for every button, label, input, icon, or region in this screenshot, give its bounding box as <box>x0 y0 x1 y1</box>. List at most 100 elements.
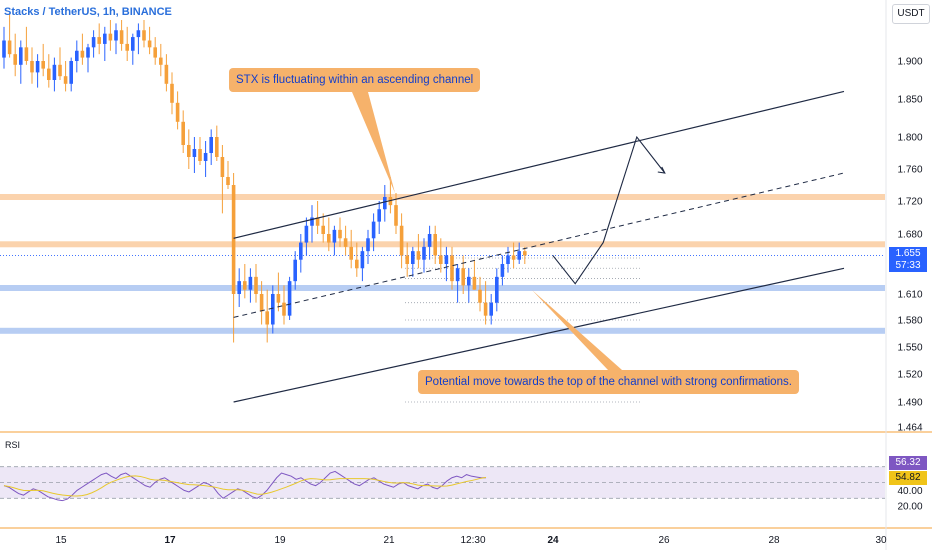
channel-upper-line <box>233 90 845 239</box>
candle-up <box>422 246 426 260</box>
candle-down <box>147 40 152 48</box>
candle-up <box>411 251 415 264</box>
candle-down <box>450 255 454 282</box>
candle-down <box>198 149 202 161</box>
price-tick-label: 1.720 <box>897 197 922 208</box>
price-tick-label: 1.680 <box>897 230 922 241</box>
candle-up <box>248 276 253 290</box>
time-tick-label: 12:30 <box>460 535 485 546</box>
projection-arrowhead <box>657 166 666 174</box>
candle-down <box>254 276 258 294</box>
candle-down <box>63 76 68 84</box>
candle-up <box>192 149 197 157</box>
rsi-ma-line <box>3 475 487 497</box>
rsi-line <box>3 470 486 502</box>
time-tick-label: 26 <box>658 535 670 546</box>
candle-up <box>103 33 107 44</box>
candle-up <box>287 281 292 316</box>
candle-down <box>58 64 62 77</box>
price-zones <box>0 194 885 334</box>
projected-path <box>552 135 666 285</box>
candle-down <box>276 294 281 303</box>
candle-up <box>310 217 314 226</box>
callout-potential-move[interactable]: Potential move towards the top of the ch… <box>418 370 799 394</box>
candle-down <box>47 68 51 80</box>
candle-down <box>259 294 264 312</box>
resistance-zone <box>0 194 885 200</box>
candle-up <box>136 30 141 38</box>
candle-down <box>282 302 286 316</box>
candle-down <box>164 64 169 84</box>
candle-down <box>338 229 342 239</box>
rsi-value-badge: 56.32 <box>889 456 927 470</box>
channel-mid-line <box>233 172 845 318</box>
candle-down <box>181 121 185 145</box>
rsi-ma-badge: 54.82 <box>889 471 927 485</box>
candle-up <box>209 137 213 153</box>
candle-down <box>175 102 180 122</box>
candle-up <box>271 294 275 325</box>
candle-up <box>86 47 90 58</box>
candle-down <box>80 50 85 58</box>
bar-countdown: 57:33 <box>895 260 921 271</box>
candle-down <box>24 47 29 61</box>
candle-up <box>427 234 432 247</box>
candle-down <box>41 61 45 69</box>
candle-down <box>433 234 437 256</box>
price-tick-label: 1.464 <box>897 423 922 434</box>
time-tick-label: 15 <box>55 535 67 546</box>
candle-up <box>332 229 337 243</box>
candle-up <box>371 221 376 239</box>
candle-down <box>483 302 488 316</box>
candle-up <box>114 30 118 41</box>
price-tick-label: 1.580 <box>897 316 922 327</box>
candle-down <box>349 246 353 260</box>
price-tick-label: 1.610 <box>897 290 922 301</box>
currency-selector[interactable]: USDT <box>892 4 930 24</box>
candle-down <box>461 268 465 286</box>
candle-up <box>455 268 460 282</box>
candle-up <box>506 255 510 264</box>
candle-down <box>231 185 236 294</box>
time-tick-label: 30 <box>875 535 887 546</box>
dotted-levels <box>405 257 640 403</box>
candle-down <box>13 54 17 65</box>
candle-down <box>108 33 113 41</box>
resistance-zone <box>0 241 885 248</box>
rsi-pane <box>0 466 885 502</box>
callout-ascending-channel[interactable]: STX is fluctuating within an ascending c… <box>229 68 481 92</box>
current-price-value: 1.655 <box>895 248 921 259</box>
candle-down <box>355 259 359 269</box>
candle-down <box>170 83 174 103</box>
candle-down <box>478 289 482 303</box>
candle-up <box>495 276 499 303</box>
time-tick-label: 28 <box>768 535 780 546</box>
candle-down <box>153 47 157 58</box>
candle-down <box>159 57 163 65</box>
candle-up <box>131 37 135 51</box>
candle-up <box>19 47 23 65</box>
rsi-tick-label: 20.00 <box>897 502 922 513</box>
candle-up <box>293 259 297 282</box>
candle-up <box>75 50 79 61</box>
candle-series <box>2 13 527 343</box>
support-zone <box>0 285 885 291</box>
candle-up <box>69 61 73 84</box>
candle-up <box>444 255 449 264</box>
candle-up <box>304 225 309 243</box>
rsi-label[interactable]: RSI <box>5 440 21 450</box>
current-price-badge[interactable]: 1.655 57:33 <box>889 247 927 272</box>
ascending-channel <box>233 90 845 403</box>
channel-lower-line <box>233 267 845 403</box>
price-tick-label: 1.550 <box>897 343 922 354</box>
candle-up <box>377 209 381 222</box>
price-tick-label: 1.760 <box>897 165 922 176</box>
candle-down <box>7 40 12 55</box>
candle-up <box>299 242 303 260</box>
candle-down <box>416 251 421 260</box>
rsi-tick-label: 40.00 <box>897 486 922 497</box>
callout-pointer-top <box>352 92 395 193</box>
candle-down <box>30 61 34 73</box>
support-zone <box>0 327 885 334</box>
